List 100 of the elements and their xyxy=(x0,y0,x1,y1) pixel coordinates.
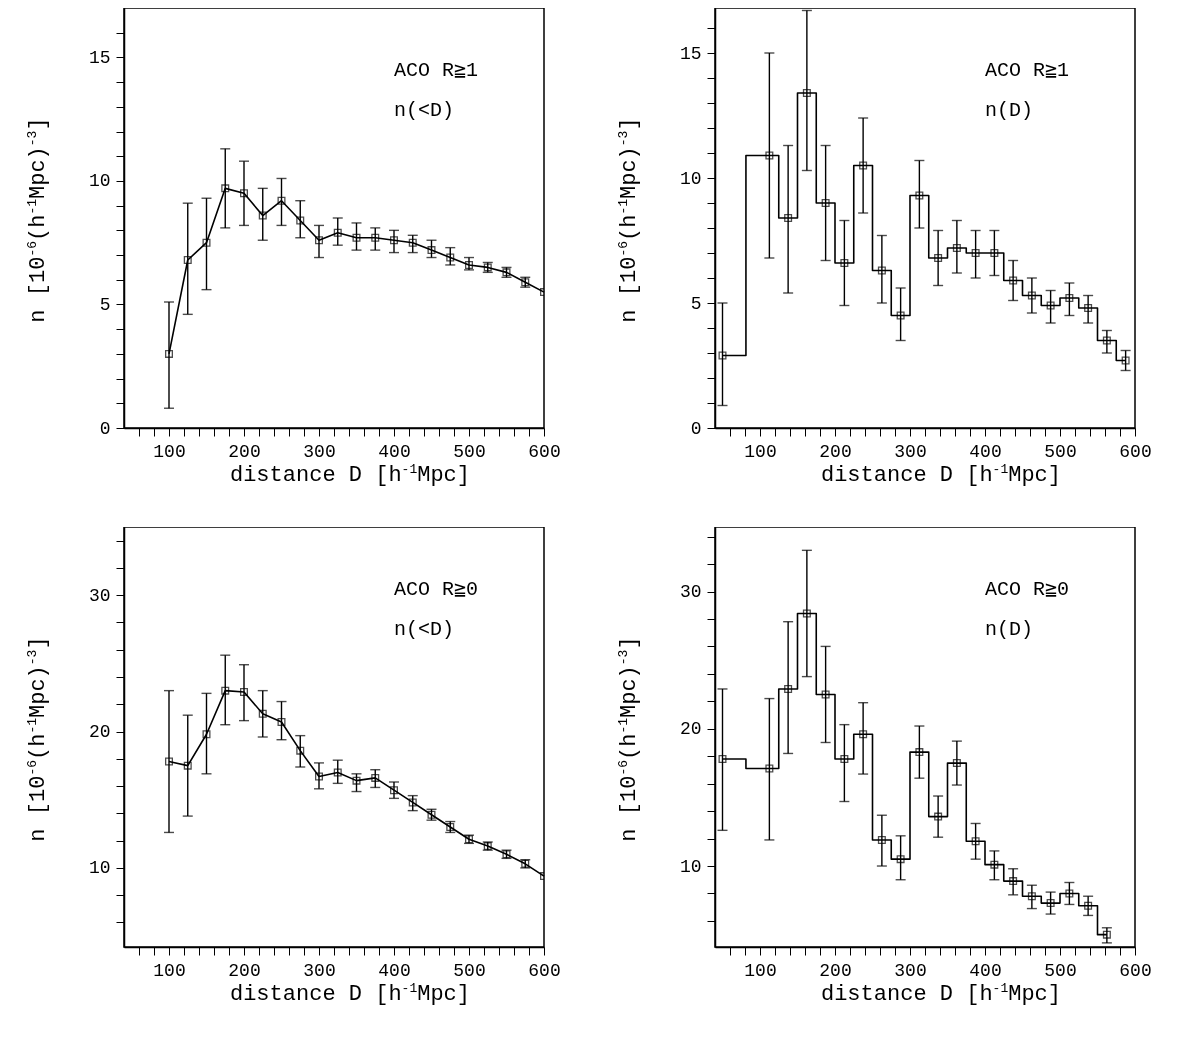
point xyxy=(202,238,211,247)
point xyxy=(1102,336,1111,345)
point xyxy=(840,754,849,763)
point xyxy=(821,690,830,699)
annotation: ACO R≧0 xyxy=(985,578,1070,601)
y-tick-label: 0 xyxy=(99,418,111,439)
x-tick-label: 400 xyxy=(969,441,1002,462)
x-axis-title: distance D [h$^{-1}$Mpc] xyxy=(228,981,472,1008)
x-tick-label: 500 xyxy=(453,441,486,462)
point xyxy=(1102,930,1111,939)
y-tick-label: 30 xyxy=(679,582,702,603)
point xyxy=(165,349,173,358)
point xyxy=(408,798,417,807)
point xyxy=(240,189,248,198)
point xyxy=(718,754,727,763)
y-tick-label: 15 xyxy=(88,47,111,68)
x-tick-label: 200 xyxy=(819,441,852,462)
x-tick-label: 100 xyxy=(153,960,186,981)
point xyxy=(840,259,849,267)
point xyxy=(934,812,943,821)
x-tick-label: 400 xyxy=(378,960,411,981)
point xyxy=(718,351,727,360)
point xyxy=(990,249,999,257)
point xyxy=(952,759,961,768)
point xyxy=(1027,892,1036,901)
x-axis-title: distance D [h$^{-1}$Mpc] xyxy=(819,981,1063,1008)
point xyxy=(1065,294,1074,302)
point xyxy=(1084,901,1093,910)
y-tick-label: 10 xyxy=(88,858,111,879)
point xyxy=(183,255,192,264)
x-tick-label: 100 xyxy=(744,441,777,462)
point xyxy=(296,746,305,755)
point xyxy=(221,686,230,695)
point xyxy=(315,772,323,781)
annotation: ACO R≧1 xyxy=(394,59,479,82)
point xyxy=(784,214,793,222)
y-tick-label: 10 xyxy=(88,171,111,192)
point xyxy=(1121,356,1130,365)
annotation: n(D) xyxy=(985,99,1034,122)
annotation: n(<D) xyxy=(394,99,455,122)
point xyxy=(952,244,961,252)
point xyxy=(915,191,924,200)
x-tick-label: 300 xyxy=(894,441,927,462)
point xyxy=(221,184,230,193)
y-tick-label: 10 xyxy=(679,856,702,877)
x-tick-label: 600 xyxy=(1119,960,1152,981)
point xyxy=(258,709,267,718)
y-tick-label: 5 xyxy=(690,293,702,314)
x-tick-label: 100 xyxy=(153,441,186,462)
point xyxy=(371,233,380,242)
point xyxy=(1046,301,1055,310)
point xyxy=(877,835,886,844)
point xyxy=(408,238,417,247)
x-tick-label: 200 xyxy=(819,960,852,981)
point xyxy=(859,730,868,739)
point xyxy=(277,718,286,726)
point xyxy=(1009,877,1018,886)
x-tick-label: 200 xyxy=(228,960,261,981)
x-tick-label: 500 xyxy=(1044,441,1077,462)
point xyxy=(165,757,173,766)
point xyxy=(202,730,211,739)
point xyxy=(352,233,361,242)
point xyxy=(427,246,436,255)
x-tick-label: 500 xyxy=(453,960,486,981)
x-tick-label: 400 xyxy=(969,960,1002,981)
x-tick-label: 600 xyxy=(1119,441,1152,462)
point xyxy=(896,855,905,864)
point xyxy=(1065,889,1074,898)
point xyxy=(802,609,811,618)
point xyxy=(915,748,924,757)
point xyxy=(1009,276,1018,285)
point xyxy=(1084,304,1093,312)
x-axis-title: distance D [h$^{-1}$Mpc] xyxy=(819,462,1063,489)
y-tick-label: 20 xyxy=(88,722,111,743)
point xyxy=(877,266,886,275)
point xyxy=(240,688,248,696)
point xyxy=(971,249,980,257)
point xyxy=(446,253,455,262)
x-axis-title: distance D [h$^{-1}$Mpc] xyxy=(228,462,472,489)
point xyxy=(315,236,323,245)
x-tick-label: 500 xyxy=(1044,960,1077,981)
point xyxy=(390,786,398,795)
x-tick-label: 100 xyxy=(744,960,777,981)
point xyxy=(1046,899,1055,908)
x-tick-label: 400 xyxy=(378,441,411,462)
point xyxy=(277,196,286,205)
point xyxy=(802,89,811,97)
y-tick-label: 10 xyxy=(679,168,702,189)
point xyxy=(371,773,380,782)
y-tick-label: 5 xyxy=(99,294,111,315)
point xyxy=(896,311,905,320)
point xyxy=(765,764,774,773)
point xyxy=(784,684,793,693)
y-tick-label: 20 xyxy=(679,719,702,740)
x-tick-label: 300 xyxy=(894,960,927,981)
point xyxy=(821,199,830,207)
annotation: ACO R≧0 xyxy=(394,578,479,601)
y-tick-label: 30 xyxy=(88,585,111,606)
point xyxy=(765,151,774,160)
annotation: n(<D) xyxy=(394,618,455,641)
